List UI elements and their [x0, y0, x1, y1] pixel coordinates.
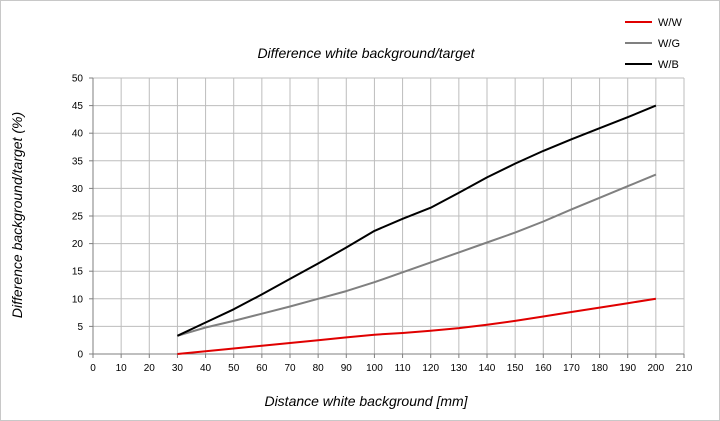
x-tick-label: 140: [479, 363, 496, 374]
x-tick-label: 100: [366, 363, 383, 374]
x-tick-label: 170: [563, 363, 580, 374]
y-tick-label: 40: [72, 129, 84, 140]
x-tick-label: 120: [422, 363, 439, 374]
x-tick-label: 160: [535, 363, 552, 374]
x-tick-label: 180: [591, 363, 608, 374]
series-line-w-b: [177, 106, 656, 336]
legend-label: W/W: [658, 17, 682, 29]
x-tick-label: 80: [313, 363, 325, 374]
x-tick-label: 210: [676, 363, 693, 374]
legend-label: W/G: [658, 38, 680, 50]
x-tick-label: 10: [116, 363, 128, 374]
x-axis-label: Distance white background [mm]: [264, 393, 468, 409]
legend-label: W/B: [658, 59, 679, 71]
y-tick-label: 0: [77, 350, 83, 361]
x-tick-label: 50: [228, 363, 240, 374]
x-tick-label: 60: [256, 363, 268, 374]
y-tick-labels: 0 5 10 15 20 25 30 35 40 45 50: [72, 74, 93, 361]
y-tick-label: 25: [72, 212, 84, 223]
x-tick-label: 70: [284, 363, 296, 374]
y-tick-label: 20: [72, 239, 84, 250]
x-tick-label: 110: [395, 363, 411, 374]
y-tick-label: 30: [72, 184, 84, 195]
x-tick-label: 30: [172, 363, 184, 374]
x-tick-label: 190: [619, 363, 636, 374]
y-tick-label: 50: [72, 74, 84, 85]
x-tick-label: 90: [341, 363, 353, 374]
y-axis-label: Difference background/target (%): [9, 112, 25, 318]
x-tick-label: 20: [144, 363, 156, 374]
x-tick-label: 150: [507, 363, 524, 374]
grid: [93, 78, 684, 354]
series-lines: [177, 106, 656, 354]
x-tick-label: 0: [90, 363, 96, 374]
x-tick-label: 130: [451, 363, 468, 374]
y-tick-label: 35: [72, 156, 84, 167]
y-tick-label: 15: [72, 267, 84, 278]
x-tick-labels: 0 10 20 30 40 50 60 70 80 90 100 110 120 130 140 150 160…: [90, 354, 693, 374]
x-tick-label: 40: [200, 363, 212, 374]
x-tick-label: 200: [648, 363, 665, 374]
y-tick-label: 10: [72, 294, 84, 305]
y-tick-label: 45: [72, 101, 84, 112]
y-tick-label: 5: [77, 322, 83, 333]
series-line-w-g: [177, 175, 656, 336]
legend: W/W W/G W/B: [625, 17, 682, 71]
chart-title: Difference white background/target: [257, 45, 475, 61]
